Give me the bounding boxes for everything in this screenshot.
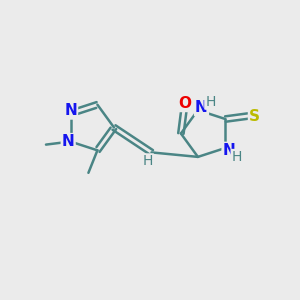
Text: N: N	[195, 100, 208, 115]
Text: O: O	[178, 96, 192, 111]
Text: N: N	[64, 103, 77, 118]
Text: H: H	[143, 154, 153, 168]
Text: S: S	[249, 109, 260, 124]
Text: H: H	[232, 150, 242, 164]
Text: N: N	[223, 143, 236, 158]
Text: H: H	[205, 95, 216, 109]
Text: N: N	[62, 134, 75, 149]
